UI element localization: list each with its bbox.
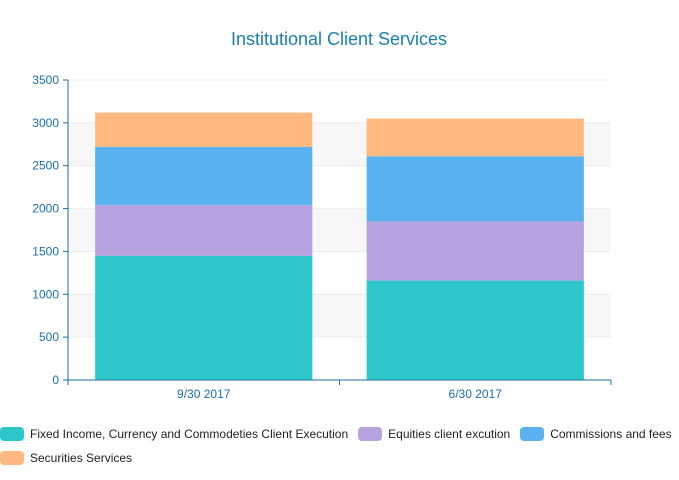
- stacked-bar-chart: Institutional Client Services 0 500 1000 15…: [32, 29, 612, 401]
- legend-swatch: [0, 427, 24, 441]
- y-tick-label: 2000: [32, 202, 59, 216]
- legend-label: Securities Services: [30, 451, 133, 465]
- y-tick-label: 1000: [32, 287, 59, 301]
- x-tick-label: 6/30 2017: [449, 387, 503, 401]
- bar-segment-2-2[interactable]: [366, 221, 584, 281]
- chart-title: Institutional Client Services: [231, 29, 447, 49]
- y-tick-label: 3000: [32, 116, 59, 130]
- bar-segment-3-1[interactable]: [95, 146, 313, 206]
- bar-segment-1-1[interactable]: [95, 255, 313, 380]
- legend-label: Commissions and fees: [550, 427, 672, 441]
- legend: Fixed Income, Currency and Commodeties C…: [0, 424, 679, 472]
- y-tick-label: 2500: [32, 159, 59, 173]
- bar-segment-1-2[interactable]: [366, 280, 584, 380]
- legend-swatch: [358, 427, 383, 441]
- legend-item-2[interactable]: Equities client excution: [358, 427, 510, 441]
- legend-label: Equities client excution: [388, 427, 511, 441]
- legend-row: Fixed Income, Currency and Commodeties C…: [0, 424, 679, 444]
- y-tick-label: 3500: [32, 73, 59, 87]
- legend-row: Securities Services: [0, 448, 679, 468]
- y-tick-label: 500: [39, 330, 59, 344]
- legend-item-1[interactable]: Fixed Income, Currency and Commodeties C…: [0, 427, 348, 441]
- bars: [95, 112, 584, 380]
- legend-item-4[interactable]: Securities Services: [0, 451, 132, 465]
- x-axis-ticks: 9/30 2017 6/30 2017: [67, 380, 612, 401]
- bar-segment-4-1[interactable]: [95, 112, 313, 147]
- y-axis-ticks: 0 500 1000 1500 2000 2500 3000 3500: [32, 73, 68, 387]
- x-tick-label: 9/30 2017: [177, 387, 231, 401]
- bar-segment-4-2[interactable]: [366, 118, 584, 157]
- legend-swatch: [0, 451, 24, 465]
- legend-item-3[interactable]: Commissions and fees: [520, 427, 672, 441]
- legend-swatch: [520, 427, 545, 441]
- y-tick-label: 0: [52, 373, 59, 387]
- y-tick-label: 1500: [32, 244, 59, 258]
- bar-segment-2-1[interactable]: [95, 205, 313, 256]
- legend-label: Fixed Income, Currency and Commodeties C…: [30, 427, 349, 441]
- bar-segment-3-2[interactable]: [366, 156, 584, 222]
